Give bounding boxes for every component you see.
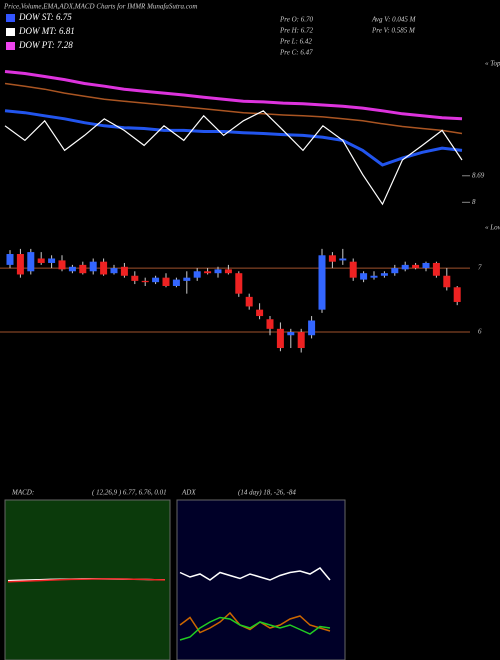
candle-body <box>37 258 45 263</box>
candle-body <box>266 319 274 329</box>
candle-body <box>422 262 430 269</box>
candle-body <box>297 332 305 349</box>
candle-body <box>370 275 378 278</box>
candle-body <box>89 261 97 272</box>
line-series <box>7 578 166 583</box>
candle-body <box>328 255 336 262</box>
legend-swatch <box>6 42 15 50</box>
candle-body <box>318 255 326 310</box>
candle-body <box>6 254 14 265</box>
title: Price,Volume,EMA,ADX,MACD Charts for IMM… <box>3 3 197 11</box>
adx-label: ADX <box>181 489 196 497</box>
stat: Pre L: 6.42 <box>279 38 312 46</box>
line-series <box>4 109 463 167</box>
candle-body <box>214 269 222 274</box>
candle-body <box>183 277 191 281</box>
legend-label: DOW MT: 6.81 <box>18 26 75 36</box>
candle-body <box>391 268 399 274</box>
line-series <box>4 110 463 206</box>
stat: Pre C: 6.47 <box>279 49 313 57</box>
line-series <box>4 70 463 121</box>
candle-body <box>339 258 347 261</box>
candle-body <box>235 273 243 294</box>
candle-body <box>141 280 149 283</box>
adx-panel <box>176 499 346 660</box>
candle-body <box>68 266 76 272</box>
candle-body <box>276 328 284 349</box>
line-series <box>179 616 331 641</box>
candle-body <box>224 269 232 274</box>
adx-params: (14 day) 18, -26, -84 <box>238 489 296 497</box>
candle-body <box>58 260 66 270</box>
candle-body <box>172 279 180 286</box>
legend-label: DOW ST: 6.75 <box>18 12 72 22</box>
corner-label: « Lows <box>485 224 500 232</box>
candle-body <box>245 296 253 307</box>
y-tick-label: 7 <box>478 264 482 272</box>
y-tick-label: 8 <box>472 198 476 206</box>
candle-body <box>308 320 316 336</box>
y-tick-label: 6 <box>478 328 482 336</box>
candle-body <box>287 332 295 336</box>
legend-swatch <box>6 28 15 36</box>
candle-body <box>16 254 24 275</box>
line-series <box>4 82 463 135</box>
legend-swatch <box>6 14 15 22</box>
stat: Avg V: 0.045 M <box>371 16 417 24</box>
stat: Pre H: 6.72 <box>279 27 313 35</box>
candle-body <box>193 271 201 278</box>
candle-body <box>27 252 35 272</box>
stat: Pre O: 6.70 <box>279 16 313 24</box>
macd-params: ( 12,26,9 ) 6.77, 6.76, 0.01 <box>92 489 167 497</box>
candle-body <box>256 309 264 317</box>
macd-label: MACD: <box>11 489 34 497</box>
candle-body <box>152 277 160 283</box>
candle-body <box>162 277 170 286</box>
line-series <box>179 567 331 581</box>
candle-body <box>110 268 118 274</box>
stat: Pre V: 0.585 M <box>371 27 416 35</box>
candle-body <box>120 266 128 276</box>
candle-body <box>412 264 420 269</box>
candle-body <box>443 275 451 288</box>
candle-body <box>100 261 108 275</box>
candle-body <box>380 273 388 276</box>
candle-body <box>131 275 139 281</box>
candle-body <box>48 258 56 263</box>
candle-body <box>204 271 212 274</box>
candle-body <box>401 264 409 270</box>
candle-body <box>453 287 461 302</box>
legend-label: DOW PT: 7.28 <box>18 40 73 50</box>
candle-body <box>349 261 357 278</box>
candle-body <box>79 264 87 274</box>
candle-body <box>360 273 368 280</box>
corner-label: « Tops <box>485 60 500 68</box>
y-tick-label: 8.69 <box>472 171 485 179</box>
candle-body <box>432 262 440 276</box>
